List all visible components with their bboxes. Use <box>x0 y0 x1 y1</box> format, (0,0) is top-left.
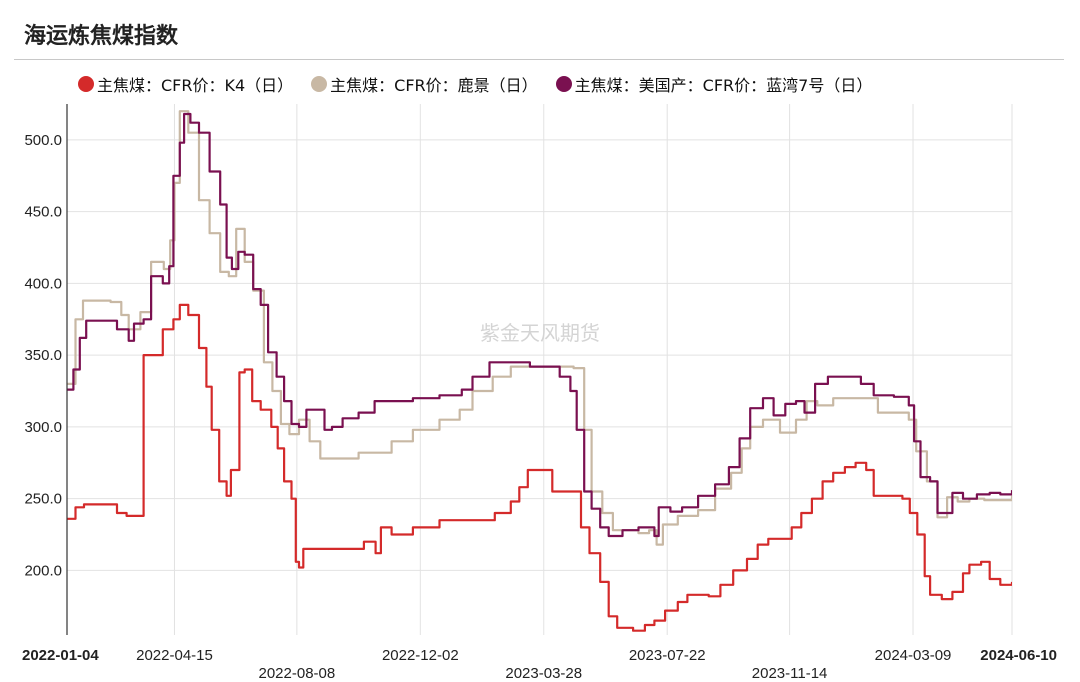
chart-legend: 主焦煤：CFR价：K4（日） 主焦煤：CFR价：鹿景（日） 主焦煤：美国产：CF… <box>78 72 890 96</box>
x-tick-label: 2023-03-28 <box>505 665 582 682</box>
legend-label-bluebay7: 主焦煤：美国产：CFR价：蓝湾7号（日） <box>574 76 873 95</box>
x-tick-label: 2022-12-02 <box>382 647 459 664</box>
x-tick-label: 2024-03-09 <box>875 647 952 664</box>
x-tick-label: 2024-06-10 <box>980 647 1057 664</box>
series-line-0 <box>67 110 1012 546</box>
legend-label-lujing: 主焦煤：CFR价：鹿景（日） <box>330 76 538 95</box>
x-tick-label: 2023-07-22 <box>629 647 706 664</box>
legend-swatch-k4 <box>78 76 94 92</box>
y-tick-label: 450.0 <box>24 204 62 221</box>
x-tick-label: 2022-08-08 <box>258 665 335 682</box>
legend-item-bluebay7[interactable]: 主焦煤：美国产：CFR价：蓝湾7号（日） <box>555 72 873 96</box>
title-divider <box>14 59 1064 60</box>
y-tick-label: 400.0 <box>24 275 62 292</box>
legend-item-k4[interactable]: 主焦煤：CFR价：K4（日） <box>78 72 293 96</box>
x-tick-label: 2022-04-15 <box>136 647 213 664</box>
x-tick-label: 2022-01-04 <box>22 647 99 664</box>
y-tick-label: 350.0 <box>24 347 62 364</box>
axes: 200.0 250.0 300.0 350.0 400.0 450.0 500.0 2022-… <box>22 104 1057 682</box>
series-line-1 <box>67 303 1012 632</box>
legend-swatch-bluebay7 <box>555 76 572 92</box>
y-tick-label: 250.0 <box>24 491 62 508</box>
series-lines <box>67 110 1012 632</box>
chart-title: 海运炼焦煤指数 <box>24 24 179 49</box>
y-tick-label: 500.0 <box>24 132 62 149</box>
y-tick-label: 300.0 <box>24 419 62 436</box>
series-line-2 <box>67 112 1012 538</box>
legend-label-k4: 主焦煤：CFR价：K4（日） <box>97 76 294 95</box>
y-tick-label: 200.0 <box>24 562 62 579</box>
legend-swatch-lujing <box>311 76 328 92</box>
x-tick-label: 2023-11-14 <box>752 665 828 682</box>
legend-item-lujing[interactable]: 主焦煤：CFR价：鹿景（日） <box>311 72 538 96</box>
grid-lines <box>66 104 1013 635</box>
watermark-text: 紫金天风期货 <box>480 321 600 345</box>
